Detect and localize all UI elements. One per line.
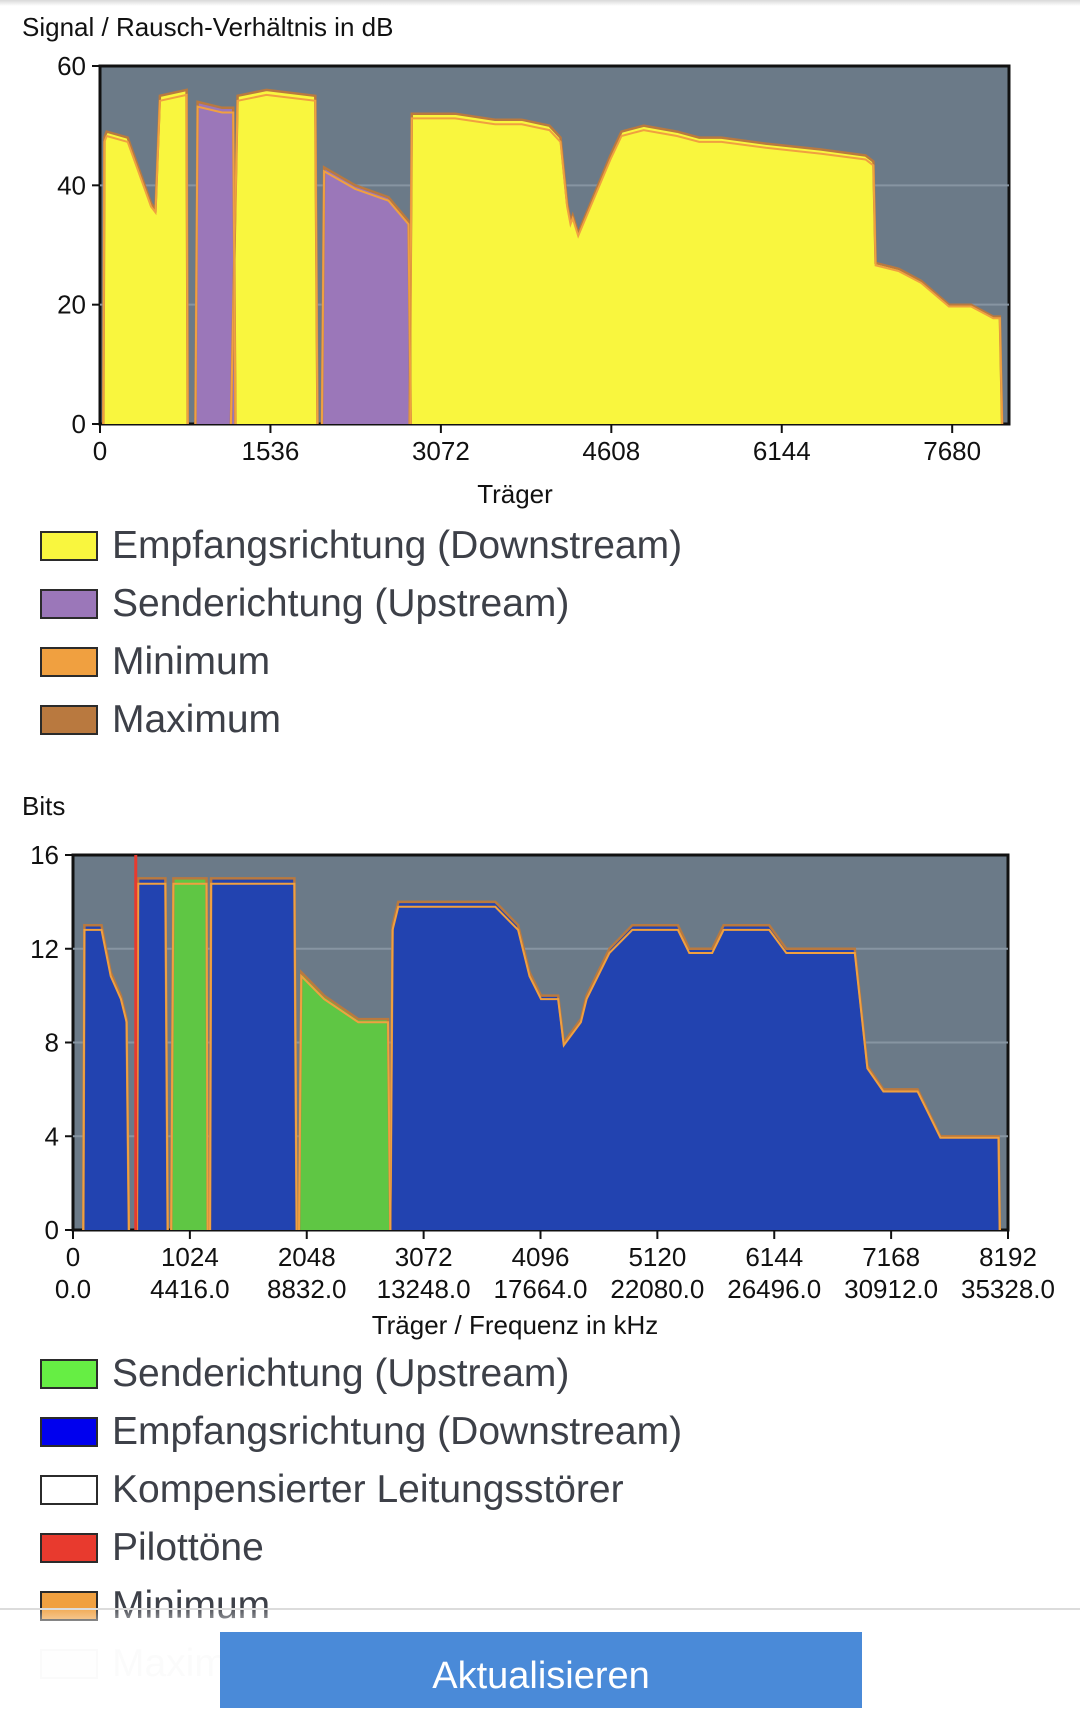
- snr-min-line: [102, 93, 189, 425]
- bits-legend-item: Empfangsrichtung (Downstream): [40, 1403, 682, 1461]
- snr-min-line: [408, 117, 1004, 425]
- snr-y-axis-label: Signal / Rausch-Verhältnis in dB: [22, 12, 393, 42]
- bits-x-tick-khz-label: 0.0: [55, 1274, 91, 1304]
- snr-legend-item: Minimum: [40, 633, 682, 691]
- snr-y-tick-label: 60: [57, 51, 86, 81]
- bits-x-tick-khz-label: 13248.0: [377, 1274, 471, 1304]
- bits-legend-label: Senderichtung (Upstream): [112, 1352, 570, 1395]
- bits-x-tick-label: 2048: [278, 1242, 336, 1272]
- bits-area-segment: [136, 878, 168, 1230]
- bits-min-line: [389, 905, 1001, 1231]
- bits-legend-swatch: [40, 1417, 98, 1447]
- snr-area-segment: [321, 167, 411, 424]
- snr-y-tick-label: 0: [72, 409, 86, 439]
- snr-area-segment: [195, 101, 236, 425]
- snr-legend-item: Maximum: [40, 691, 682, 749]
- bits-legend-label: Empfangsrichtung (Downstream): [112, 1410, 683, 1453]
- snr-legend-item: Senderichtung (Upstream): [40, 575, 682, 633]
- bits-x-tick-label: 3072: [395, 1242, 453, 1272]
- bits-legend-item: Pilottöne: [40, 1519, 682, 1577]
- bits-legend-label: Kompensierter Leitungsstörer: [112, 1468, 624, 1511]
- snr-legend-label: Senderichtung (Upstream): [112, 582, 570, 625]
- snr-min-line: [229, 93, 319, 425]
- snr-legend-swatch: [40, 531, 98, 561]
- bits-legend-swatch: [40, 1533, 98, 1563]
- snr-legend: Empfangsrichtung (Downstream) Senderichtu…: [40, 517, 682, 749]
- snr-x-tick-label: 6144: [753, 436, 811, 466]
- bits-y-tick-label: 4: [45, 1121, 59, 1151]
- top-shadow: [0, 0, 1080, 6]
- snr-x-tick-label: 1536: [242, 436, 300, 466]
- bits-legend: Senderichtung (Upstream) Empfangsrichtung…: [40, 1345, 682, 1693]
- bits-x-tick-label: 1024: [161, 1242, 219, 1272]
- bits-legend-swatch: [40, 1475, 98, 1505]
- bits-x-axis-label: Träger / Frequenz in kHz: [372, 1310, 659, 1340]
- bits-min-line: [170, 882, 209, 1231]
- bits-x-tick-label: 5120: [628, 1242, 686, 1272]
- bits-legend-item: Senderichtung (Upstream): [40, 1345, 682, 1403]
- snr-legend-label: Minimum: [112, 640, 271, 683]
- bits-y-tick-label: 12: [30, 934, 59, 964]
- snr-area-segment: [103, 89, 188, 425]
- bits-y-tick-label: 16: [30, 840, 59, 870]
- bits-x-tick-khz-label: 35328.0: [961, 1274, 1055, 1304]
- bits-area-segment: [171, 878, 208, 1230]
- bits-x-tick-khz-label: 8832.0: [267, 1274, 347, 1304]
- bits-y-tick-label: 0: [45, 1215, 59, 1245]
- snr-legend-item: Empfangsrichtung (Downstream): [40, 517, 682, 575]
- bits-min-line: [298, 973, 392, 1231]
- snr-x-tick-label: 4608: [582, 436, 640, 466]
- bits-y-axis-label: Bits: [22, 791, 65, 821]
- snr-max-line: [102, 88, 189, 425]
- bits-area-segment: [299, 972, 391, 1230]
- bits-area-segment: [390, 901, 1000, 1230]
- snr-x-tick-label: 7680: [923, 436, 981, 466]
- bits-x-tick-khz-label: 30912.0: [844, 1274, 938, 1304]
- bits-x-tick-khz-label: 22080.0: [610, 1274, 704, 1304]
- snr-y-tick-label: 40: [57, 170, 86, 200]
- refresh-button[interactable]: Aktualisieren: [220, 1632, 862, 1708]
- bits-y-tick-label: 8: [45, 1028, 59, 1058]
- snr-x-axis-label: Träger: [477, 479, 553, 509]
- bits-x-tick-label: 7168: [862, 1242, 920, 1272]
- bits-legend-item: Kompensierter Leitungsstörer: [40, 1461, 682, 1519]
- bits-x-tick-khz-label: 4416.0: [150, 1274, 230, 1304]
- bits-x-tick-label: 8192: [979, 1242, 1037, 1272]
- snr-chart: Signal / Rausch-Verhältnis in dB 0 20 40 60…: [22, 12, 1011, 509]
- snr-legend-swatch: [40, 589, 98, 619]
- snr-legend-label: Maximum: [112, 698, 282, 741]
- snr-area-segment: [409, 113, 1003, 424]
- bits-x-tick-label: 4096: [512, 1242, 570, 1272]
- snr-min-line: [320, 169, 412, 425]
- bits-legend-swatch: [40, 1359, 98, 1389]
- bits-area-segment: [83, 925, 129, 1230]
- bits-x-tick-khz-label: 26496.0: [727, 1274, 821, 1304]
- snr-min-line: [194, 105, 237, 425]
- bits-x-tick-khz-label: 17664.0: [494, 1274, 588, 1304]
- bits-min-line: [209, 882, 298, 1231]
- bits-x-tick-label: 0: [66, 1242, 80, 1272]
- bits-x-tick-label: 6144: [745, 1242, 803, 1272]
- snr-y-tick-label: 20: [57, 290, 86, 320]
- snr-legend-label: Empfangsrichtung (Downstream): [112, 524, 683, 567]
- snr-x-tick-label: 3072: [412, 436, 470, 466]
- snr-x-tick-label: 0: [93, 436, 107, 466]
- snr-area-segment: [230, 89, 318, 425]
- snr-max-line: [408, 112, 1004, 425]
- bits-max-line: [389, 900, 1002, 1231]
- snr-legend-swatch: [40, 647, 98, 677]
- bits-chart: Bits 048121600.010244416.020488832.03072…: [22, 791, 1055, 1340]
- bits-area-segment: [210, 878, 297, 1230]
- snr-legend-swatch: [40, 705, 98, 735]
- bits-min-line: [135, 882, 169, 1231]
- bits-min-line: [82, 928, 130, 1231]
- bits-legend-label: Pilottöne: [112, 1526, 264, 1569]
